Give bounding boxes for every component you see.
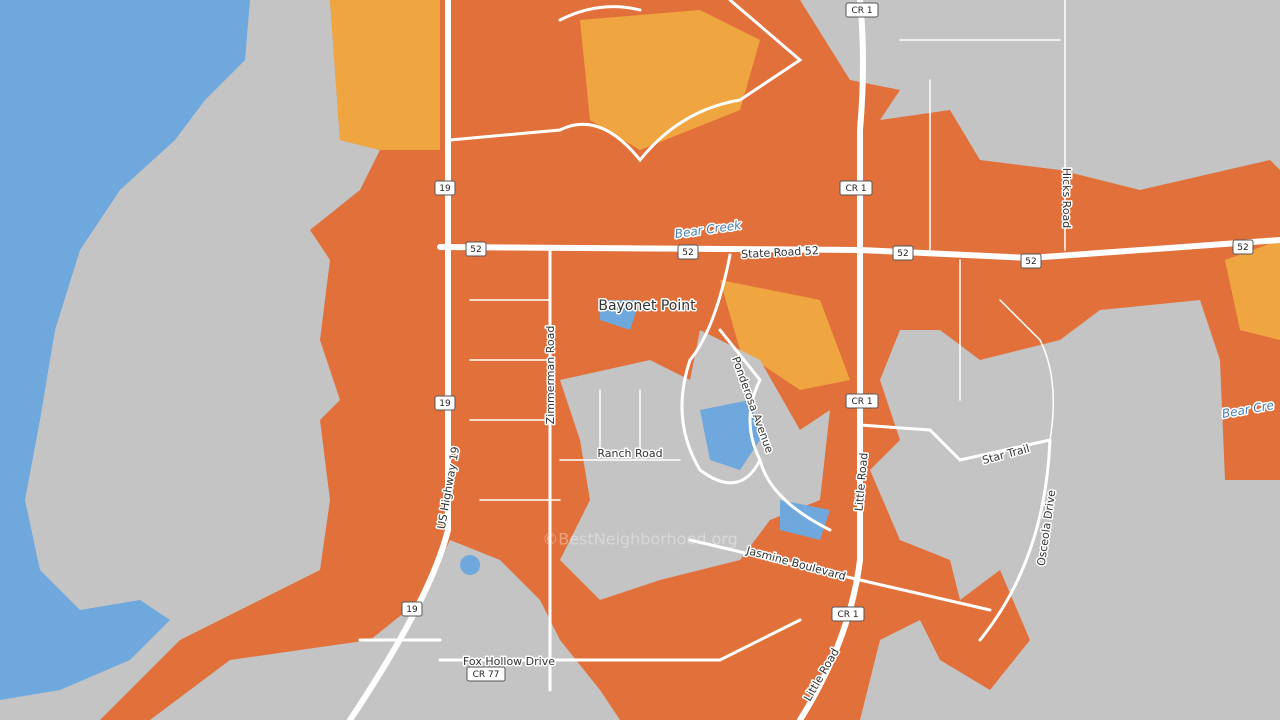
road-shield — [1020, 253, 1042, 269]
road-shield — [845, 393, 879, 409]
map-label: Zimmerman Road — [544, 326, 557, 425]
road-shield — [677, 244, 699, 260]
map-label: Hicks Road — [1060, 168, 1073, 229]
road-shield — [845, 2, 879, 18]
road-shield-label: 19 — [406, 605, 418, 615]
road-shield-label: CR 1 — [837, 610, 858, 620]
road-shield-label: 52 — [470, 245, 481, 255]
road-shield — [839, 180, 873, 196]
road-shield — [1232, 239, 1254, 255]
road-shield — [466, 666, 506, 682]
local-roads — [469, 0, 1066, 501]
map-label: Fox Hollow Drive — [463, 655, 555, 668]
map-label: Ranch Road — [597, 447, 662, 460]
heat-yellow — [330, 0, 1280, 390]
map-label: Bayonet Point — [598, 298, 696, 314]
road-shield-label: 52 — [682, 248, 693, 258]
road-shield-label: 19 — [439, 399, 451, 409]
road-shield-label: CR 1 — [845, 184, 866, 194]
map-label: State Road 52 — [741, 244, 819, 261]
road-shield — [465, 241, 487, 257]
road-shield-label: 52 — [1237, 243, 1248, 253]
road-shield — [434, 180, 456, 196]
road-shield-label: CR 1 — [851, 397, 872, 407]
road-shield — [892, 245, 914, 261]
road-shield-label: CR 77 — [473, 670, 500, 680]
road-shield-label: 52 — [1025, 257, 1036, 267]
road-shield-label: 19 — [439, 184, 451, 194]
water — [0, 0, 250, 700]
road-shield — [401, 601, 423, 617]
road-shield-label: CR 1 — [851, 6, 872, 16]
road-shield-label: 52 — [897, 249, 908, 259]
roads — [347, 0, 1280, 720]
little-road — [797, 0, 866, 720]
watermark: ©BestNeighborhood.org — [542, 530, 737, 549]
road-shield — [831, 606, 865, 622]
shields: CR 1 CR 1 CR 1 CR 1 19 19 19 52 52 52 52 52 CR 77 — [401, 2, 1254, 682]
lakes — [460, 300, 830, 575]
road-shield — [434, 395, 456, 411]
state-road-52 — [437, 237, 1280, 262]
neighborhood-gap — [560, 330, 1060, 600]
secondary-roads — [358, 0, 1052, 692]
